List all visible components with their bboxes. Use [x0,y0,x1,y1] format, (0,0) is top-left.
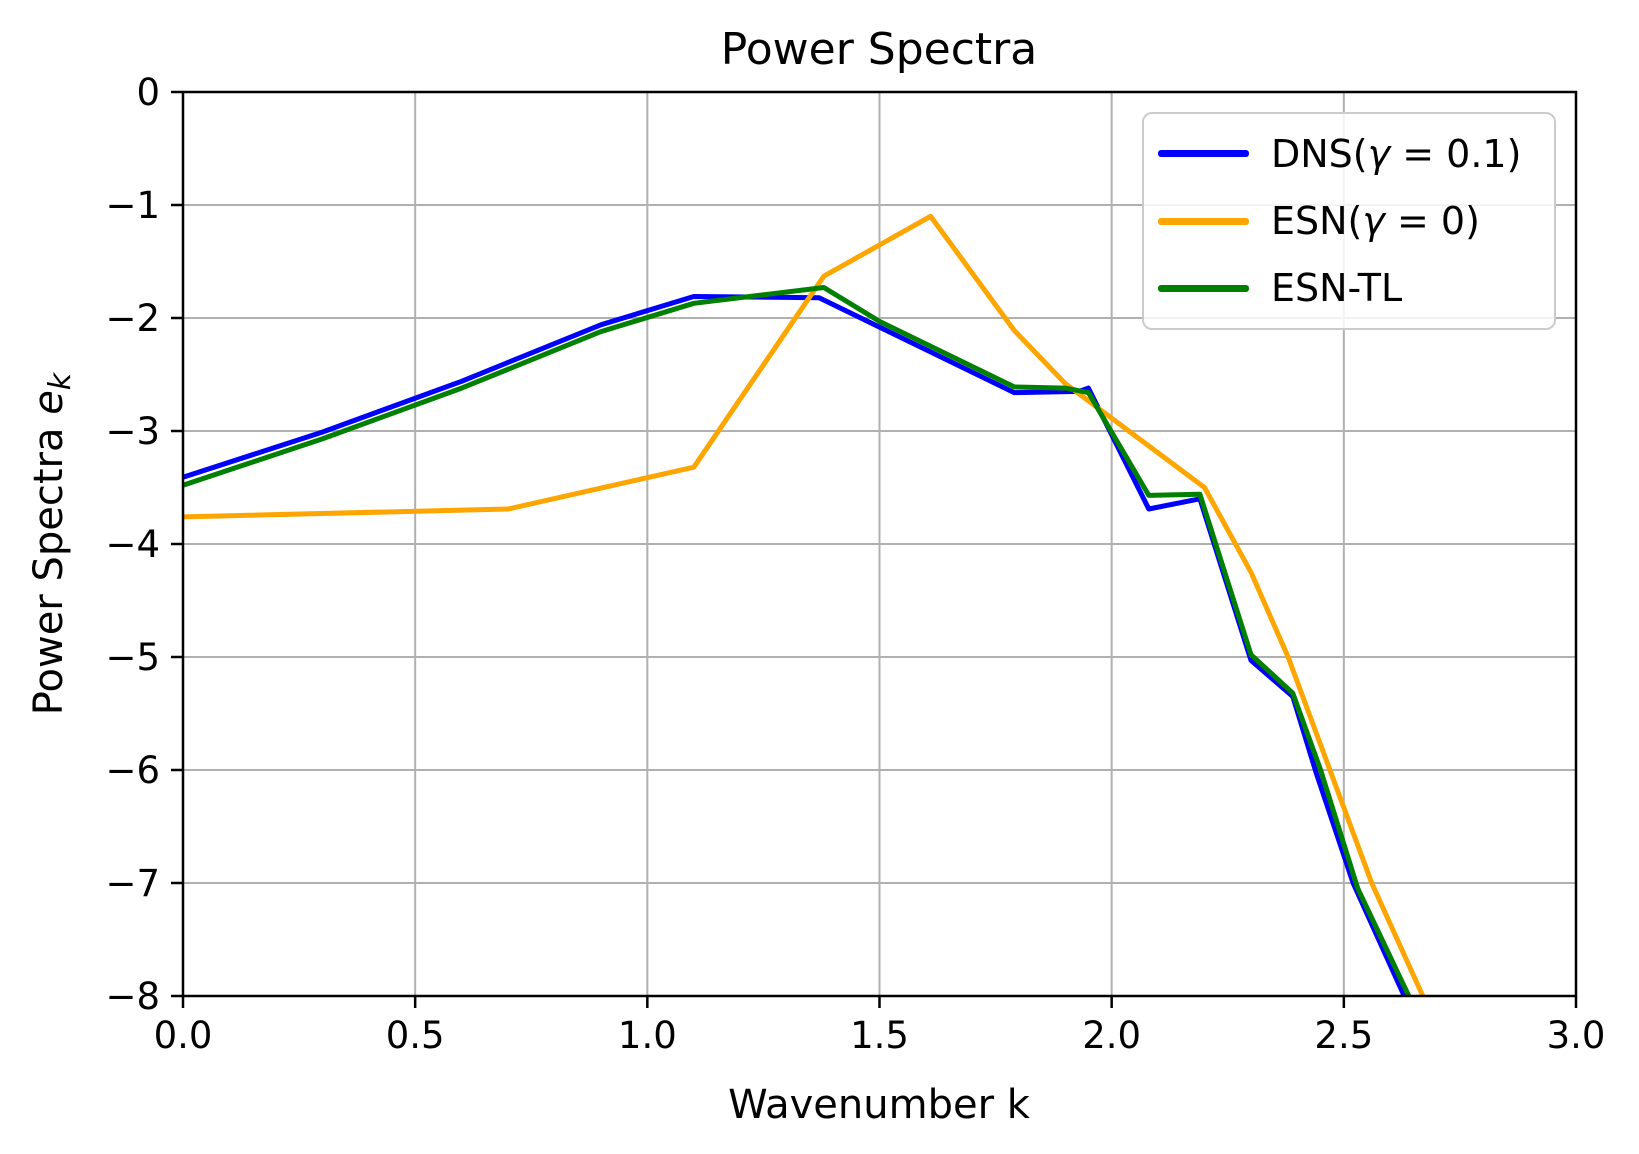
axis-tick-labels: 0.0 0.5 1.0 1.5 2.0 2.5 3.0 0 −1 −2 −3 −4 −5 −6 −7 −8 [105,71,1605,1057]
y-tick-label: −4 [105,523,160,566]
gamma-symbol: γ [1367,131,1391,176]
series-line-0 [182,294,1407,998]
gamma-symbol: γ [1362,199,1385,243]
axis-ticks [171,90,1578,1008]
legend-label-text: DNS( [1271,131,1368,176]
y-tick-label: −7 [105,862,160,905]
y-tick-label: −8 [105,975,160,1018]
x-tick-label: 2.0 [1082,1014,1141,1057]
x-tick-label: 1.0 [618,1014,677,1057]
x-axis-label: Wavenumber k [728,1082,1031,1128]
legend-line-sample-dns [1158,150,1249,158]
y-tick-label: −5 [105,636,160,679]
y-axis-label: Power Spectra ek [26,371,78,715]
y-tick-label: 0 [136,71,160,114]
legend: DNS(γ = 0.1) ESN(γ = 0) ESN-TL [1142,112,1556,330]
series-line-1 [182,213,1426,998]
legend-label-text: ESN( [1271,199,1363,243]
x-tick-label: 1.5 [850,1014,909,1057]
y-tick-label: −6 [105,749,160,792]
y-tick-label: −1 [105,184,160,227]
x-tick-label: 3.0 [1547,1014,1606,1057]
chart-title: Power Spectra [721,24,1037,75]
x-tick-label: 2.5 [1314,1014,1373,1057]
y-axis-label-var: e [26,390,72,415]
legend-item-dns: DNS(γ = 0.1) [1158,122,1544,185]
legend-item-esn: ESN(γ = 0) [1158,190,1544,253]
legend-line-sample-esn-tl [1158,284,1249,292]
legend-item-esn-tl: ESN-TL [1158,257,1544,320]
y-tick-label: −2 [105,297,160,340]
x-tick-label: 0.5 [386,1014,445,1057]
legend-label-text: ESN-TL [1271,266,1403,311]
data-series [182,213,1426,998]
legend-label-esn: ESN(γ = 0) [1271,202,1480,240]
legend-label-dns: DNS(γ = 0.1) [1271,135,1521,173]
legend-label-esn-tl: ESN-TL [1271,269,1402,307]
y-tick-label: −3 [105,410,160,453]
legend-line-sample-esn [1158,217,1249,225]
x-tick-label: 0.0 [154,1014,213,1057]
y-axis-label-subscript: k [43,371,78,390]
y-axis-label-main: Power Spectra [26,415,72,715]
series-line-2 [182,285,1412,998]
legend-label-text: = 0.1) [1390,131,1522,176]
legend-label-text: = 0) [1384,199,1480,243]
